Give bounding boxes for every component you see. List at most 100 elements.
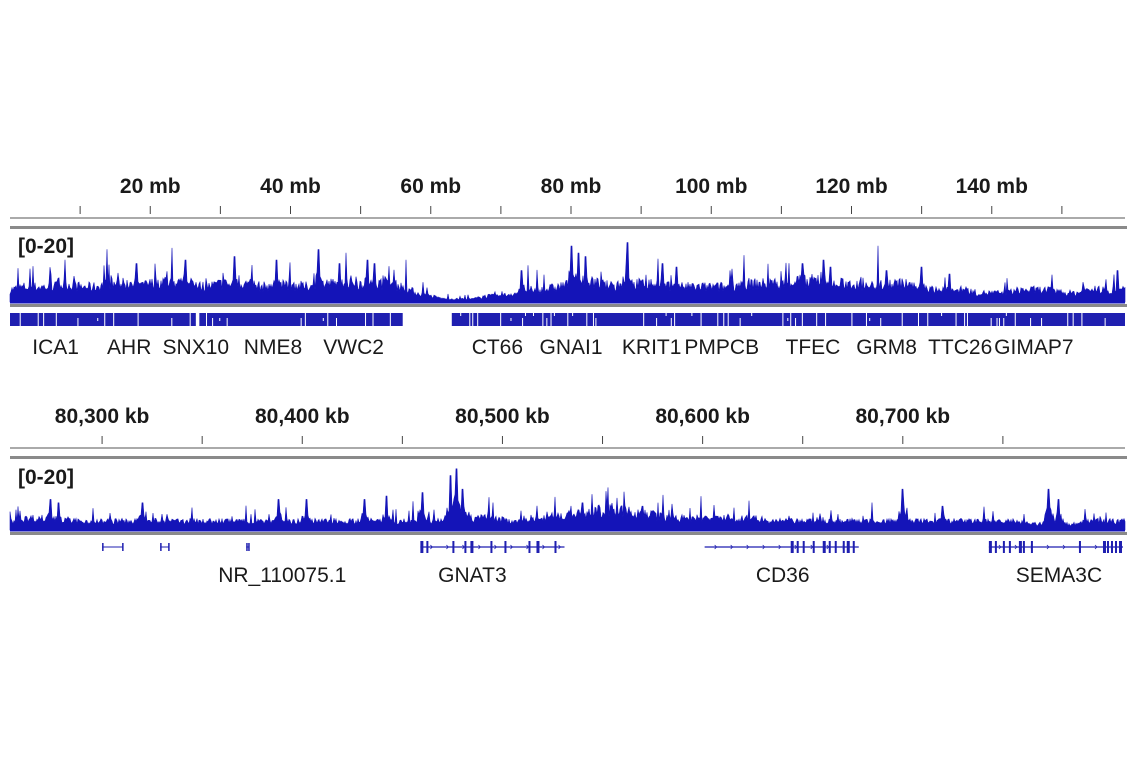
- gene-gap: [460, 313, 462, 316]
- ruler-kb: 80,300 kb 80,400 kb 80,500 kb 80,600 kb 80,7…: [10, 405, 1127, 459]
- gene-gap: [327, 313, 329, 326]
- gene-gap: [966, 313, 968, 326]
- gene-gap: [532, 313, 534, 316]
- gene-gap: [869, 318, 871, 321]
- gene-gap: [522, 318, 524, 331]
- strand-arrow: [778, 544, 782, 550]
- gene-gap: [816, 313, 818, 326]
- gene-gap: [546, 318, 548, 331]
- gene-exon: [102, 543, 104, 551]
- tick-label: 40 mb: [260, 175, 321, 198]
- gene-exon: [1102, 541, 1106, 553]
- strand-arrow: [1094, 544, 1098, 550]
- signal-track: [9, 468, 1127, 535]
- gene-gap: [739, 318, 741, 331]
- gene-gap: [790, 313, 792, 326]
- tick-label: 80 mb: [541, 175, 602, 198]
- gene-exon: [802, 541, 805, 553]
- signal-area: [9, 242, 1126, 303]
- gene-label: KRIT1: [622, 336, 682, 359]
- gene-gap: [990, 318, 992, 331]
- gene-gap: [717, 313, 719, 326]
- gene-gap: [700, 313, 702, 326]
- gene-exon: [846, 541, 850, 553]
- track-divider: [10, 532, 1127, 535]
- gene-gap: [550, 313, 552, 326]
- strand-arrow: [730, 544, 734, 550]
- strand-arrow: [998, 544, 1002, 550]
- gene-exon: [852, 541, 855, 553]
- tick-label: 80,600 kb: [655, 405, 750, 428]
- gene-gap: [751, 313, 753, 316]
- gene-exon: [490, 541, 493, 553]
- gene-block: [451, 313, 1125, 326]
- gene-exon: [1114, 541, 1117, 553]
- signal-baseline: [10, 530, 1125, 532]
- ruler-mb: 20 mb 40 mb 60 mb 80 mb 100 mb 120 mb 140 mb: [10, 175, 1127, 229]
- gene-gap: [1041, 318, 1043, 331]
- gene-gap: [941, 313, 943, 316]
- signal-baseline: [10, 302, 1125, 304]
- gene-gap: [674, 313, 676, 326]
- gene-gap: [137, 313, 139, 326]
- strand-arrow: [446, 544, 449, 550]
- gene-exon: [1078, 541, 1081, 553]
- gene-label: SEMA3C: [1016, 564, 1102, 587]
- gene-gap: [572, 313, 574, 316]
- track-divider: [10, 456, 1127, 459]
- gene-exon: [812, 541, 815, 553]
- gene-track: ICA1 AHR SNX10 NME8 VWC2 CT66 GNAI1 KRIT1 PMPCB T…: [10, 313, 1125, 359]
- gene-gap: [1030, 318, 1032, 331]
- data-range-label: [0-20]: [18, 235, 74, 258]
- gene-gap: [389, 313, 391, 326]
- gene-label: NME8: [244, 336, 302, 359]
- gene-label: CD36: [756, 564, 810, 587]
- gene-exon: [122, 543, 124, 551]
- strand-arrow: [478, 544, 481, 550]
- tick-label: 80,500 kb: [455, 405, 550, 428]
- strand-arrow: [1014, 544, 1018, 550]
- gene-gap: [787, 318, 789, 321]
- gene-label: PMPCB: [684, 336, 759, 359]
- track-divider: [10, 304, 1127, 307]
- gene-label: SNX10: [163, 336, 230, 359]
- gene-gap: [365, 313, 367, 326]
- gene-exon: [426, 541, 429, 553]
- strand-arrow: [510, 544, 514, 550]
- strand-arrow: [1046, 544, 1050, 550]
- gene-gap: [477, 313, 479, 326]
- gene-gap: [19, 313, 21, 326]
- gene-exon: [822, 541, 826, 553]
- gene-gap: [1104, 318, 1106, 331]
- track-divider: [10, 226, 1127, 229]
- tick-label: 80,300 kb: [55, 405, 150, 428]
- gene-exon: [528, 541, 531, 553]
- gene-exon: [420, 541, 424, 553]
- gene-gap: [567, 313, 569, 326]
- gene-gap: [304, 313, 306, 326]
- gene-label: GRM8: [856, 336, 917, 359]
- gene-exon: [994, 541, 997, 553]
- gene-gap: [801, 313, 803, 326]
- gene-gap: [206, 313, 208, 326]
- strand-arrow: [1062, 544, 1066, 550]
- gene-gap: [77, 318, 79, 331]
- gene-label: VWC2: [323, 336, 384, 359]
- gene-gap: [189, 313, 191, 326]
- gene-gap: [300, 318, 302, 331]
- gene-exon: [1008, 541, 1011, 553]
- tick-label: 20 mb: [120, 175, 181, 198]
- gene-gap: [656, 318, 658, 331]
- gene-exon: [504, 541, 507, 553]
- gene-gap: [865, 313, 867, 326]
- gene-gap: [226, 318, 228, 331]
- gene-exon: [834, 541, 837, 553]
- tick-label: 60 mb: [400, 175, 461, 198]
- region-panel: 80,300 kb 80,400 kb 80,500 kb 80,600 kb 80,7…: [9, 405, 1127, 587]
- gene-track: NR_110075.1 GNAT3 CD36 SEMA3C: [102, 541, 1123, 587]
- gene-label: TTC26: [928, 336, 992, 359]
- gene-gap: [542, 313, 544, 326]
- gene-gap: [901, 313, 903, 326]
- tick-label: 80,700 kb: [856, 405, 951, 428]
